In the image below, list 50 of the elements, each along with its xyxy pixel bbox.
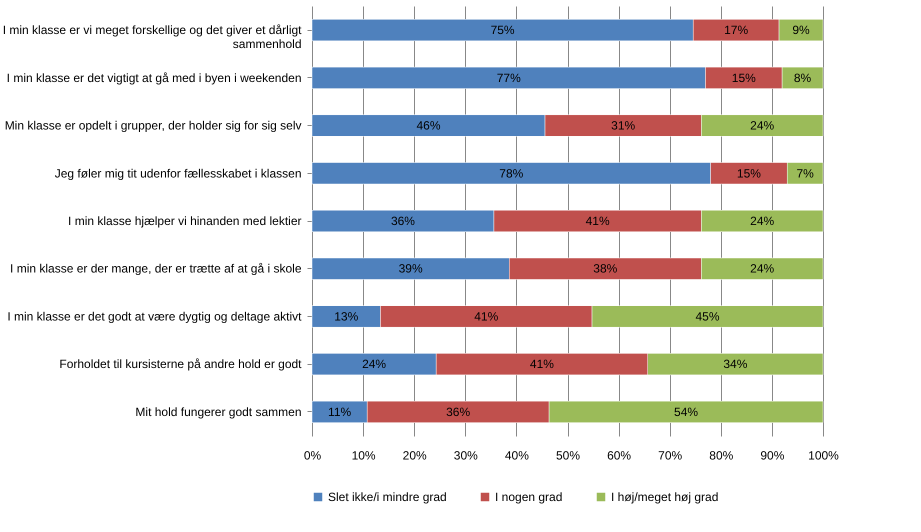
data-label: 34%: [723, 357, 748, 372]
legend-label: Slet ikke/i mindre grad: [328, 490, 447, 504]
data-label: 36%: [390, 214, 416, 228]
data-label: 45%: [696, 309, 720, 324]
x-tick-label: 100%: [808, 448, 840, 462]
x-tick-label: 60%: [607, 448, 632, 462]
x-tick-label: 80%: [709, 448, 734, 462]
data-label: 15%: [732, 70, 756, 85]
x-tick-label: 10%: [352, 448, 376, 462]
x-tick-label: 50%: [556, 448, 580, 462]
data-label: 41%: [474, 309, 499, 324]
data-label: 36%: [446, 404, 470, 419]
y-tick-label: Jeg føler mig tit udenfor fællesskabet i klassen: [54, 166, 302, 180]
data-label: 54%: [674, 404, 698, 419]
data-label: 78%: [499, 166, 524, 180]
data-label: 41%: [530, 357, 554, 372]
x-tick-label: 90%: [760, 448, 785, 462]
data-label: 41%: [586, 214, 610, 228]
y-tick-label: I min klasse er det vigtigt at gå med i byen i weekenden: [6, 70, 302, 85]
legend-label: I nogen grad: [495, 490, 562, 504]
y-tick-label: I min klasse er der mange, der er trætte af at gå i skole: [10, 262, 302, 276]
data-label: 39%: [398, 262, 423, 276]
y-tick-label: I min klasse er det godt at være dygtig og deltage aktivt: [7, 309, 302, 324]
x-tick-label: 40%: [504, 448, 530, 462]
data-label: 24%: [362, 357, 386, 372]
data-label: 31%: [611, 118, 636, 133]
data-label: 75%: [490, 23, 515, 38]
data-label: 77%: [496, 70, 522, 85]
data-label: 11%: [328, 404, 352, 419]
y-tick-label: Mit hold fungerer godt sammen: [135, 404, 302, 419]
y-tick-label: I min klasse er vi meget forskellige og det giver et dårligt sammenhold: [2, 23, 302, 52]
data-label: 24%: [750, 262, 775, 276]
data-label: 15%: [736, 166, 762, 180]
data-label: 8%: [794, 70, 812, 85]
data-label: 9%: [792, 23, 810, 38]
data-label: 13%: [334, 309, 359, 324]
x-tick-label: 0%: [304, 448, 322, 462]
y-tick-label: Forholdet til kursisterne på andre hold er godt: [59, 357, 302, 372]
y-tick-label: Min klasse er opdelt i grupper, der holder sig for sig selv: [4, 118, 302, 133]
legend-label: I høj/meget høj grad: [611, 490, 718, 504]
x-tick-label: 20%: [402, 448, 428, 462]
data-label: 38%: [593, 262, 618, 276]
x-tick-label: 30%: [454, 448, 478, 462]
data-label: 7%: [796, 166, 814, 180]
data-label: 24%: [750, 118, 775, 133]
data-label: 46%: [416, 118, 441, 133]
data-label: 17%: [724, 23, 748, 38]
x-tick-label: 70%: [658, 448, 683, 462]
y-tick-label: I min klasse hjælper vi hinanden med lektier: [68, 214, 302, 228]
data-label: 24%: [750, 214, 775, 228]
